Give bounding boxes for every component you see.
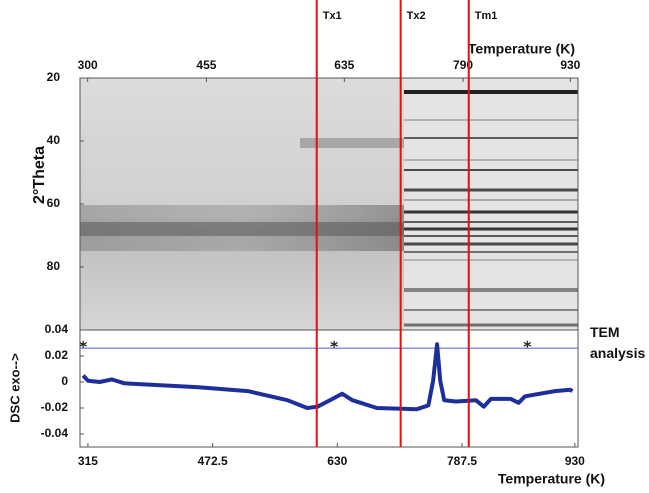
y-tick-label: -0.02 xyxy=(41,400,69,414)
transition-label: Tx1 xyxy=(323,10,342,22)
top-tick-label: 455 xyxy=(196,58,216,72)
transition-label: Tx2 xyxy=(407,10,426,22)
tem-point xyxy=(523,340,532,348)
top-tick-label: 300 xyxy=(78,58,98,72)
tem-point xyxy=(79,340,87,348)
y-axis-title: 2°Theta xyxy=(31,146,48,204)
y-tick-label: 0.02 xyxy=(45,348,69,362)
x-tick-label: 315 xyxy=(78,454,98,468)
y-tick-label: -0.04 xyxy=(41,426,69,440)
x-tick-label: 630 xyxy=(327,454,347,468)
y-tick-label: 20 xyxy=(47,70,61,84)
y-tick-label: 0 xyxy=(61,374,68,388)
top-tick-label: 790 xyxy=(453,58,473,72)
y-axis-title: DSC exo--> xyxy=(7,353,22,423)
x-tick-label: 787.5 xyxy=(447,454,477,468)
transition-label: Tm1 xyxy=(475,10,498,22)
y-tick-label: 80 xyxy=(47,259,61,273)
tem-note: TEM analysis xyxy=(590,324,646,361)
x-tick-label: 472.5 xyxy=(198,454,228,468)
y-tick-label: 40 xyxy=(47,133,61,147)
y-tick-label: 60 xyxy=(47,196,61,210)
dsc-frame xyxy=(79,329,579,448)
top-axis-title: Temperature (K) xyxy=(468,41,575,57)
y-tick-label: 0.04 xyxy=(45,322,69,336)
diffraction-image xyxy=(80,78,578,330)
top-tick-label: 635 xyxy=(334,58,354,72)
x-tick-label: 930 xyxy=(565,454,585,468)
dsc-curve xyxy=(81,342,574,412)
x-axis-title: Temperature (K) xyxy=(498,471,605,487)
tem-point xyxy=(330,340,338,348)
top-tick-label: 930 xyxy=(560,58,580,72)
